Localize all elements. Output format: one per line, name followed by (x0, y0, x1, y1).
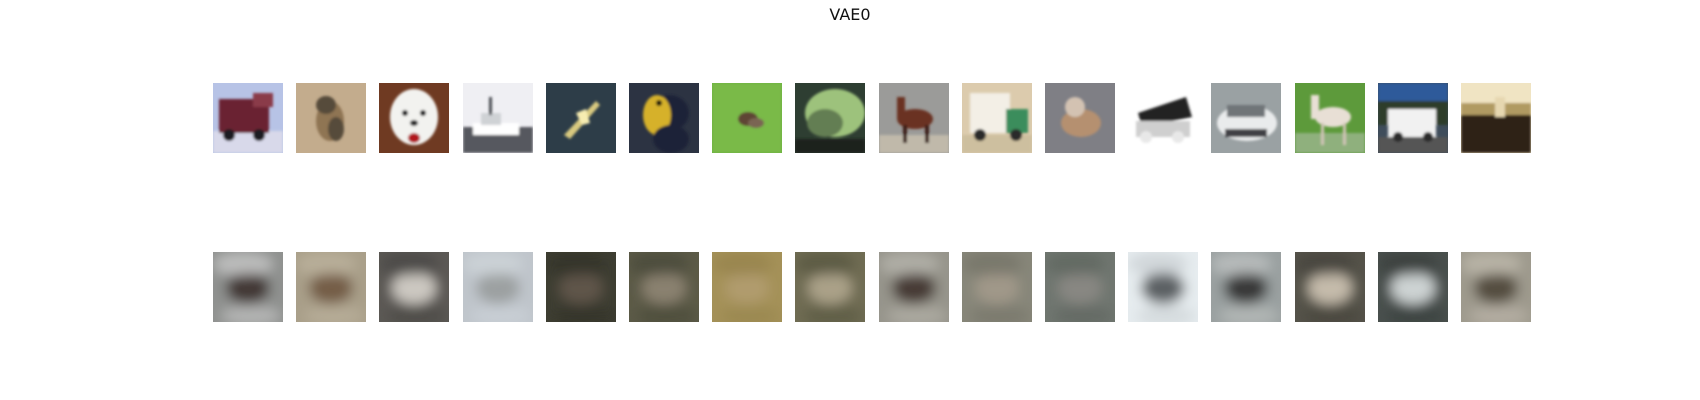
original-image-5 (546, 83, 616, 153)
reconstruction-image-5 (546, 252, 616, 322)
reconstruction-image-1 (213, 252, 283, 322)
reconstruction-image-2 (296, 252, 366, 322)
original-image-8 (795, 83, 865, 153)
original-image-6 (629, 83, 699, 153)
original-image-7 (712, 83, 782, 153)
original-image-12 (1128, 83, 1198, 153)
reconstruction-image-6 (629, 252, 699, 322)
original-images-row (0, 83, 1700, 153)
original-image-10 (962, 83, 1032, 153)
reconstruction-image-12 (1128, 252, 1198, 322)
original-image-3 (379, 83, 449, 153)
reconstruction-image-7 (712, 252, 782, 322)
original-image-14 (1295, 83, 1365, 153)
reconstruction-image-3 (379, 252, 449, 322)
reconstruction-image-11 (1045, 252, 1115, 322)
original-image-1 (213, 83, 283, 153)
original-image-4 (463, 83, 533, 153)
reconstruction-image-15 (1378, 252, 1448, 322)
reconstruction-image-9 (879, 252, 949, 322)
original-image-2 (296, 83, 366, 153)
figure-title: VAE0 (829, 5, 871, 24)
original-image-16 (1461, 83, 1531, 153)
reconstruction-image-13 (1211, 252, 1281, 322)
reconstruction-image-16 (1461, 252, 1531, 322)
original-image-15 (1378, 83, 1448, 153)
reconstruction-image-14 (1295, 252, 1365, 322)
reconstructed-images-row (0, 252, 1700, 322)
original-image-11 (1045, 83, 1115, 153)
reconstruction-image-8 (795, 252, 865, 322)
original-image-9 (879, 83, 949, 153)
reconstruction-image-4 (463, 252, 533, 322)
reconstruction-image-10 (962, 252, 1032, 322)
original-image-13 (1211, 83, 1281, 153)
